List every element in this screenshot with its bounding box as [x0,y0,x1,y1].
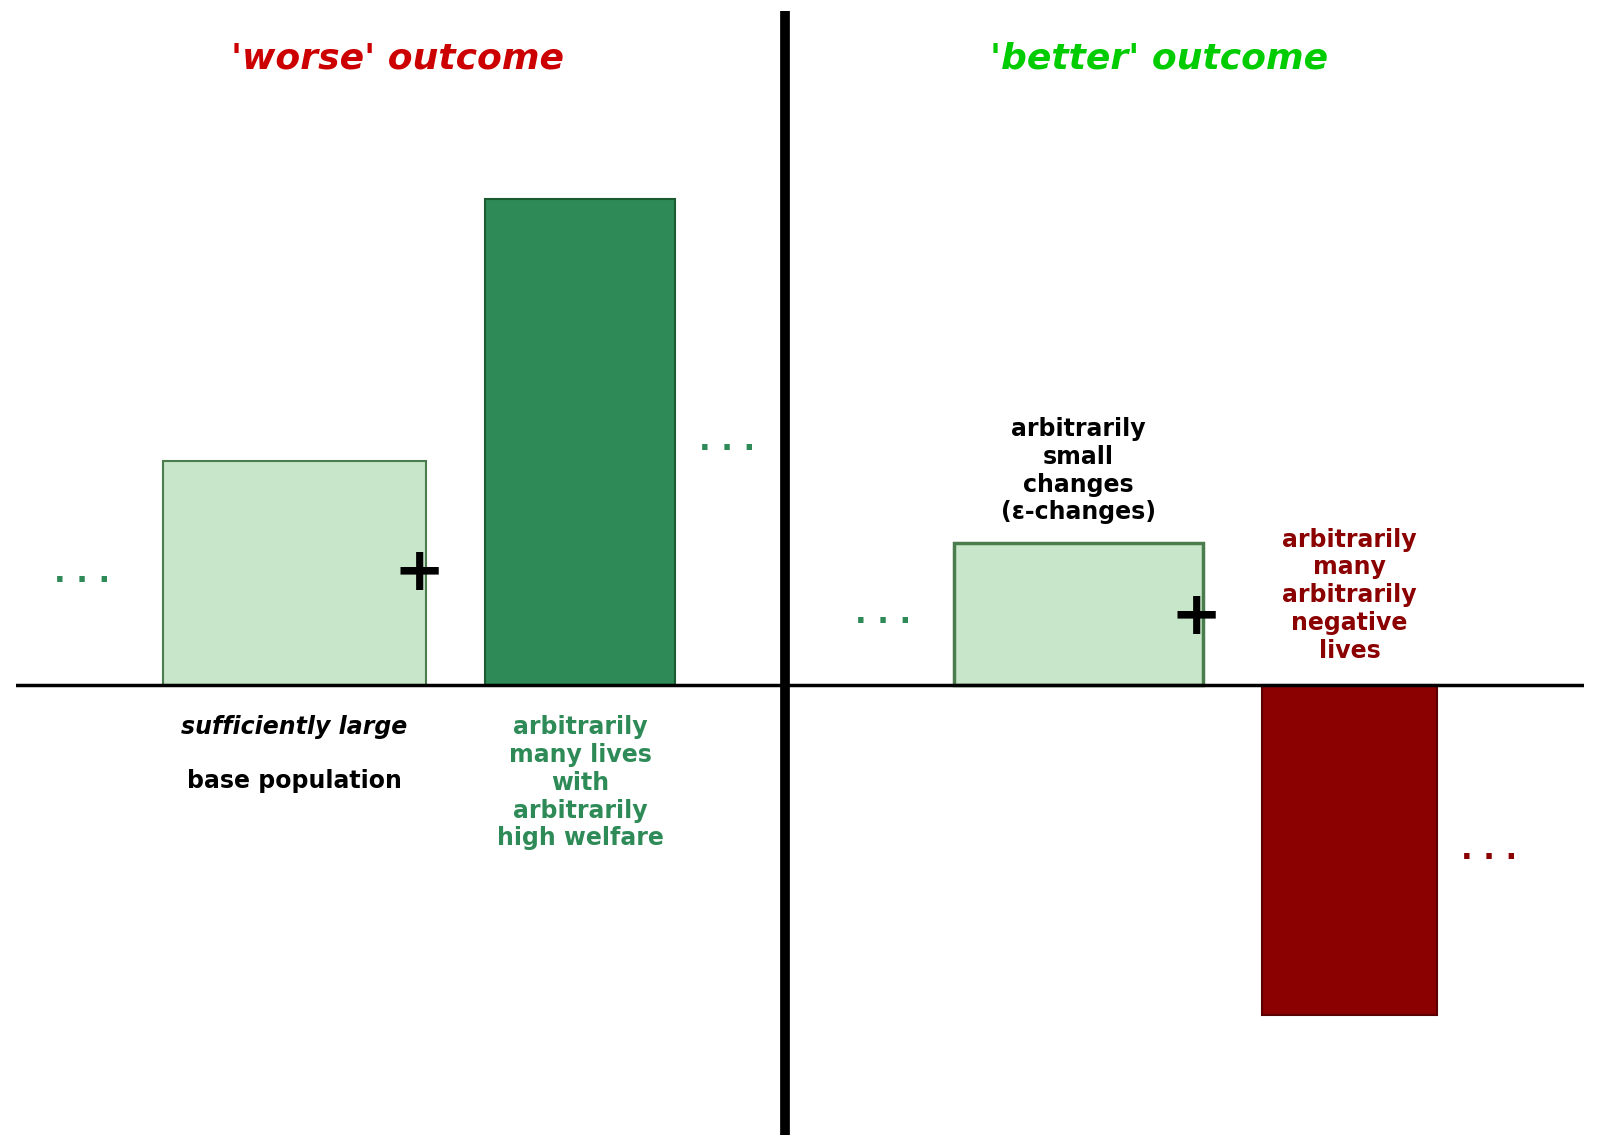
Text: sufficiently large: sufficiently large [181,715,408,739]
Bar [1262,685,1437,1014]
Text: . . .: . . . [54,558,110,588]
Text: arbitrarily
many
arbitrarily
negative
lives: arbitrarily many arbitrarily negative li… [1282,527,1418,662]
Text: 'better' outcome: 'better' outcome [990,41,1328,76]
Text: arbitrarily
many lives
with
arbitrarily
high welfare: arbitrarily many lives with arbitrarily … [496,715,664,850]
Text: 'worse' outcome: 'worse' outcome [230,41,563,76]
Text: . . .: . . . [1461,835,1517,864]
Bar [485,198,675,685]
Text: arbitrarily
small
changes
(ε-changes): arbitrarily small changes (ε-changes) [1002,417,1155,525]
Text: . . .: . . . [856,599,912,629]
Bar [954,543,1203,685]
Text: +: + [394,543,445,603]
Text: base population: base population [187,769,402,793]
Text: +: + [1170,588,1221,647]
Bar [163,461,426,685]
Text: . . .: . . . [699,427,755,456]
